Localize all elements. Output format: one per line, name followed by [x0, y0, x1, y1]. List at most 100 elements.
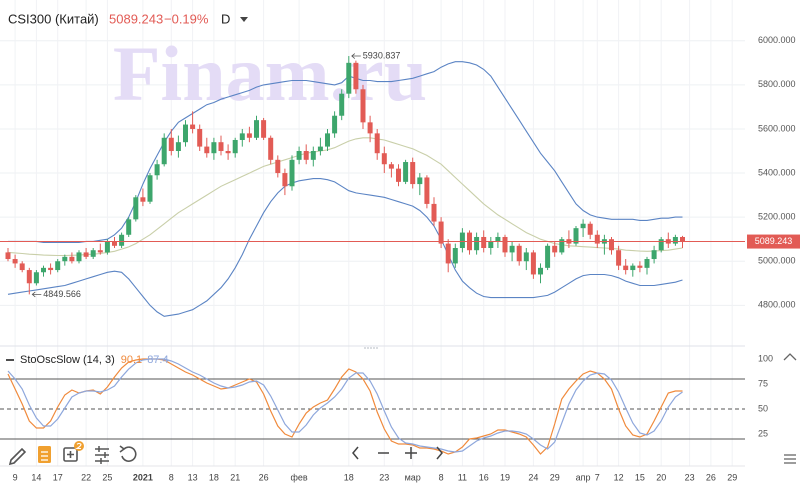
x-tick-label: 22	[81, 472, 91, 482]
candle-body	[538, 267, 543, 275]
grid-layer	[0, 0, 745, 466]
candle-body	[246, 133, 252, 138]
candle-body	[630, 265, 636, 271]
candle-body	[680, 236, 685, 242]
candle-body	[268, 137, 274, 160]
x-tick-label: 8	[169, 472, 174, 482]
candle-body	[396, 168, 401, 182]
collapse-pane-button[interactable]	[783, 353, 797, 361]
scroll-left-button[interactable]	[352, 446, 359, 460]
x-tick-label: 26	[259, 472, 269, 482]
candle-body	[175, 142, 181, 152]
candle-body	[452, 248, 458, 264]
pane-menu-button[interactable]	[784, 454, 796, 464]
x-tick-label: 11	[458, 472, 467, 482]
toolbar	[8, 441, 443, 466]
candle-body	[104, 241, 110, 253]
candle-body	[12, 259, 18, 264]
candle-body	[282, 173, 288, 187]
candle-body	[360, 89, 366, 123]
y-tick-label: 5000.000	[758, 256, 796, 266]
candle-body	[168, 137, 174, 152]
candle-body	[559, 239, 565, 253]
candle-body	[502, 236, 508, 253]
candle-body	[232, 139, 238, 154]
candle-body	[530, 252, 536, 275]
candle-body	[154, 164, 160, 176]
x-tick-label: 21	[230, 472, 240, 482]
candle-body	[438, 221, 444, 244]
candle-body	[33, 272, 39, 284]
y-tick-label: 6000.000	[758, 35, 796, 45]
settings-button[interactable]	[95, 446, 109, 464]
candle-body	[339, 93, 345, 116]
data-layer	[0, 56, 745, 455]
candle-body	[552, 245, 558, 253]
x-tick-label: 8	[439, 472, 444, 482]
x-tick-label: мар	[405, 472, 421, 482]
candle-body	[658, 239, 664, 251]
candle-body	[211, 142, 217, 154]
candle-body	[97, 250, 103, 253]
candle-body	[126, 219, 132, 235]
candle-body	[623, 265, 629, 271]
candle-body	[374, 133, 380, 154]
pane-resize-handle[interactable]	[364, 347, 378, 349]
candle-body	[296, 151, 302, 160]
candle-body	[5, 252, 11, 260]
candle-body	[161, 137, 167, 165]
candle-body	[346, 62, 352, 94]
candle-body	[410, 162, 416, 185]
indicators-button[interactable]	[63, 441, 84, 462]
scroll-right-button[interactable]	[436, 446, 443, 460]
x-tick-label: 18	[209, 472, 219, 482]
y-tick-label: 5400.000	[758, 167, 796, 177]
undo-button[interactable]	[119, 445, 137, 462]
x-tick-label: 7	[595, 472, 600, 482]
symbol[interactable]: CSI300 (Китай)	[8, 11, 99, 26]
candle-body	[637, 265, 643, 268]
x-tick-label: 2021	[133, 472, 153, 482]
y-tick-label: 5800.000	[758, 79, 796, 89]
zoom-in-button[interactable]	[405, 447, 417, 459]
candle-body	[523, 252, 529, 262]
candle-body	[403, 162, 409, 182]
x-tick-label: фев	[290, 472, 307, 482]
oscillator-line	[7, 358, 683, 453]
candle-body	[147, 175, 153, 202]
candle-body	[239, 133, 245, 140]
band-line	[7, 178, 683, 317]
candle-body	[644, 259, 650, 268]
y-tick-label: 5200.000	[758, 212, 796, 222]
x-tick-label: 24	[528, 472, 538, 482]
x-tick-label: 23	[379, 472, 389, 482]
candle-body	[76, 252, 82, 262]
band-line	[8, 61, 683, 244]
x-tick-label: 18	[344, 472, 354, 482]
candle-body	[445, 243, 451, 264]
max-arrow	[351, 53, 361, 59]
interval-dropdown[interactable]	[240, 17, 248, 22]
last-price-label: 5089.243	[755, 236, 793, 246]
candle-body	[289, 159, 295, 187]
candle-body	[580, 223, 586, 229]
y-tick-label: 4800.000	[758, 300, 796, 310]
interval[interactable]: D	[221, 11, 230, 26]
candle-body	[609, 239, 614, 251]
x-tick-label: 16	[479, 472, 489, 482]
candle-body	[140, 197, 146, 202]
candle-body	[495, 236, 501, 242]
calendar-button[interactable]	[38, 446, 51, 463]
candle-body	[218, 142, 224, 152]
x-tick-label: апр	[576, 472, 591, 482]
x-tick-label: 20	[656, 472, 666, 482]
y-tick-label: 50	[758, 403, 768, 413]
candle-body	[26, 270, 32, 284]
watermark: Finam.ru	[113, 30, 427, 117]
candle-body	[381, 153, 387, 165]
draw-tool-button[interactable]	[8, 447, 27, 466]
x-tick-label: 15	[635, 472, 645, 482]
candle-body	[459, 232, 465, 249]
min-arrow	[31, 291, 42, 298]
